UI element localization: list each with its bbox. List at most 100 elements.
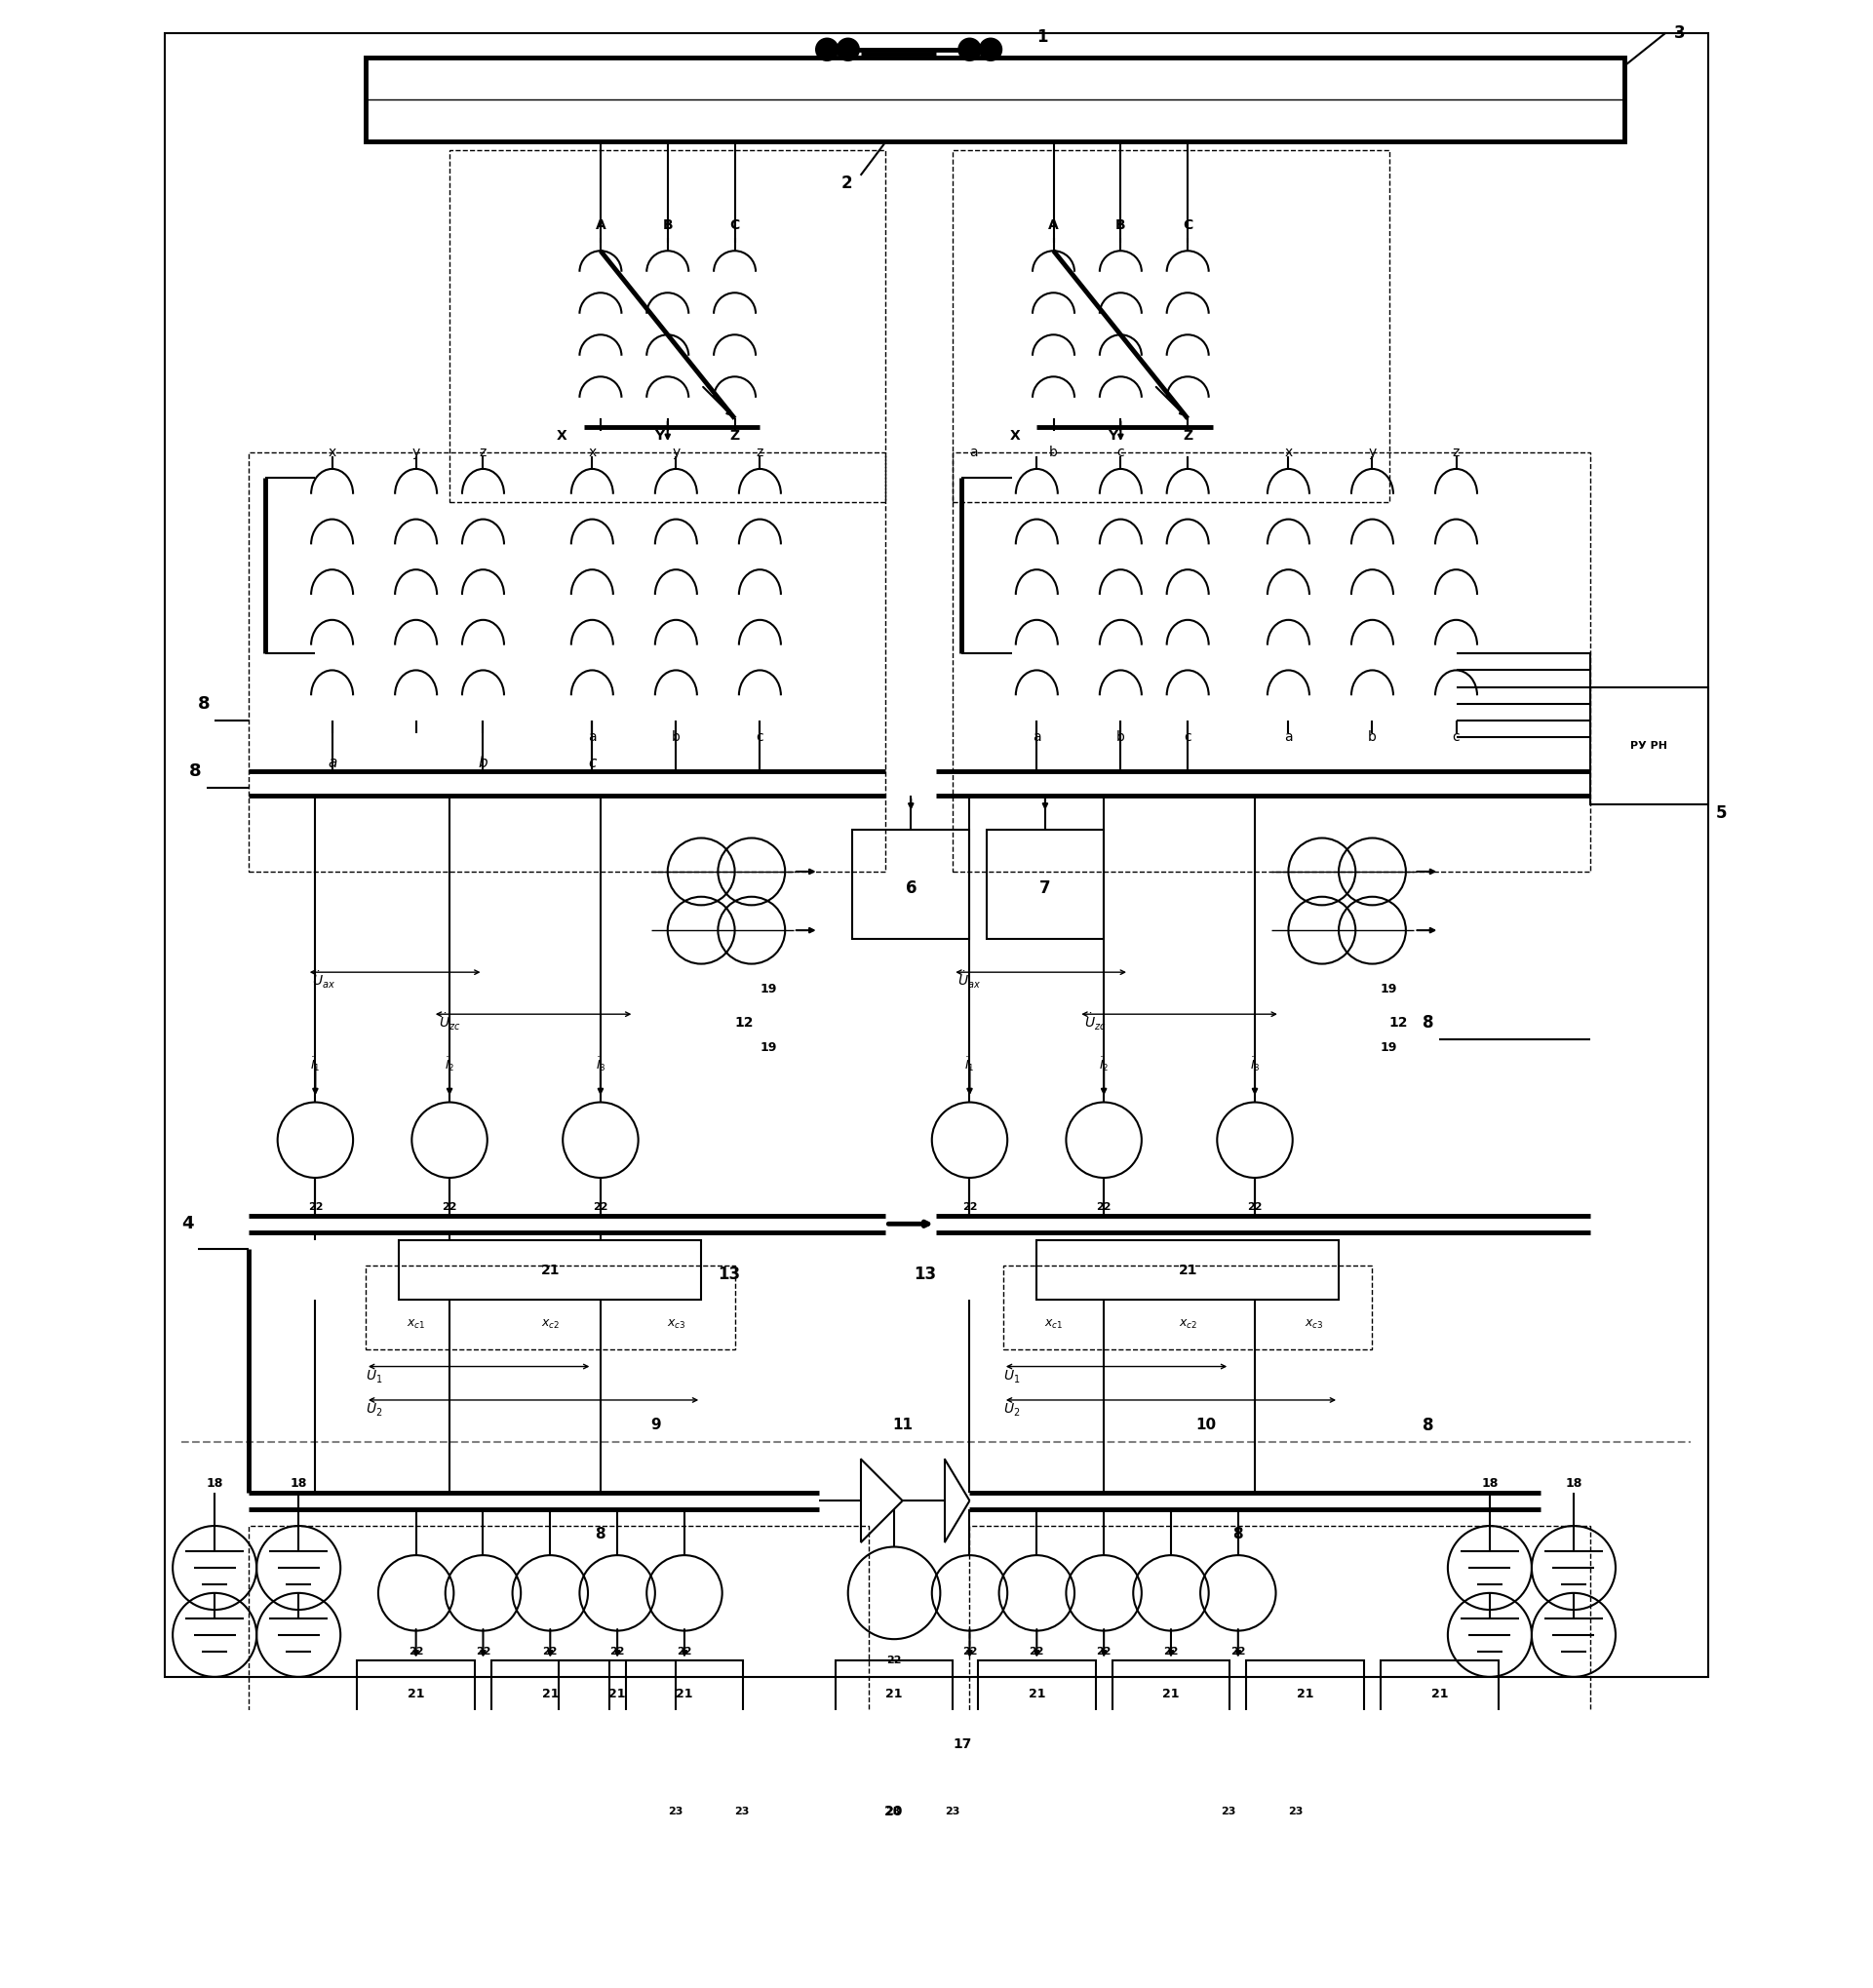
Text: 21: 21 xyxy=(1028,1688,1045,1700)
Bar xyxy=(491,1660,609,1728)
Text: 22: 22 xyxy=(1028,1646,1045,1656)
Text: 22: 22 xyxy=(594,1203,609,1213)
Text: 4: 4 xyxy=(182,1215,193,1233)
Text: 13: 13 xyxy=(717,1266,740,1282)
Text: C: C xyxy=(730,219,740,233)
Text: 22: 22 xyxy=(1096,1203,1111,1213)
Text: 12: 12 xyxy=(1390,1016,1408,1030)
Text: 21: 21 xyxy=(541,1688,558,1700)
Text: $\dot{I}_1$: $\dot{I}_1$ xyxy=(311,1056,320,1074)
Text: 3: 3 xyxy=(1674,24,1686,42)
Text: 22: 22 xyxy=(408,1646,423,1656)
Text: $x_{c2}$: $x_{c2}$ xyxy=(1178,1318,1197,1330)
Circle shape xyxy=(817,38,837,60)
Text: c: c xyxy=(757,730,764,744)
Text: $x_{c1}$: $x_{c1}$ xyxy=(406,1318,425,1330)
Text: 21: 21 xyxy=(676,1688,693,1700)
Text: 8: 8 xyxy=(1423,1415,1435,1433)
Text: 23: 23 xyxy=(667,1807,682,1815)
Bar xyxy=(365,1266,734,1350)
Text: $\dot{U}_1$: $\dot{U}_1$ xyxy=(1004,1364,1021,1386)
Text: C: C xyxy=(1182,219,1193,233)
Bar xyxy=(358,1660,474,1728)
Circle shape xyxy=(980,38,1002,60)
Text: b: b xyxy=(478,755,487,769)
Bar xyxy=(852,829,970,938)
Text: X: X xyxy=(556,429,568,441)
Text: c: c xyxy=(1116,445,1124,459)
Text: 7: 7 xyxy=(1040,879,1051,897)
Text: z: z xyxy=(1453,445,1459,459)
Text: Z: Z xyxy=(1184,429,1193,441)
Bar xyxy=(953,151,1390,503)
Bar xyxy=(558,1660,676,1728)
Text: $\dot{U}_{ax}$: $\dot{U}_{ax}$ xyxy=(957,970,981,990)
Text: $\dot{U}_1$: $\dot{U}_1$ xyxy=(365,1364,382,1386)
Text: $\dot{I}_2$: $\dot{I}_2$ xyxy=(444,1056,455,1074)
Text: z: z xyxy=(479,445,487,459)
Text: 22: 22 xyxy=(476,1646,491,1656)
Bar xyxy=(399,1241,701,1300)
Text: 18: 18 xyxy=(1482,1477,1498,1491)
Text: A: A xyxy=(1049,219,1058,233)
Bar xyxy=(1246,1660,1364,1728)
Text: a: a xyxy=(588,730,596,744)
Text: 22: 22 xyxy=(543,1646,558,1656)
Text: 19: 19 xyxy=(760,982,777,996)
Bar xyxy=(450,151,886,503)
Text: X: X xyxy=(1010,429,1021,441)
Text: 9: 9 xyxy=(650,1417,661,1433)
Text: 23: 23 xyxy=(734,1807,749,1815)
Bar xyxy=(626,1660,744,1728)
Text: 18: 18 xyxy=(206,1477,223,1491)
Text: 2: 2 xyxy=(841,175,852,193)
Text: 22: 22 xyxy=(1096,1646,1111,1656)
Text: $\dot{I}_2$: $\dot{I}_2$ xyxy=(1099,1056,1109,1074)
Bar xyxy=(249,451,886,871)
Bar xyxy=(1004,1266,1373,1350)
Bar xyxy=(835,1660,953,1728)
Text: $\dot{I}_1$: $\dot{I}_1$ xyxy=(965,1056,974,1074)
Text: 1: 1 xyxy=(1038,28,1049,46)
Text: 21: 21 xyxy=(886,1688,903,1700)
Text: 22: 22 xyxy=(1231,1646,1246,1656)
Text: 23: 23 xyxy=(1289,1807,1304,1815)
Text: 8: 8 xyxy=(1423,1014,1435,1032)
Text: y: y xyxy=(412,445,420,459)
Text: 21: 21 xyxy=(1431,1688,1448,1700)
Text: 10: 10 xyxy=(1197,1417,1217,1433)
Text: Y: Y xyxy=(654,429,665,441)
Text: B: B xyxy=(1116,219,1126,233)
Text: 17: 17 xyxy=(953,1738,972,1751)
Text: 22: 22 xyxy=(307,1203,322,1213)
Text: 5: 5 xyxy=(1716,803,1727,821)
Text: 8: 8 xyxy=(199,696,210,712)
Text: b: b xyxy=(1367,730,1377,744)
Bar xyxy=(365,58,1624,141)
Text: 22: 22 xyxy=(886,1656,901,1666)
Bar xyxy=(987,829,1103,938)
Text: РУ РН: РУ РН xyxy=(1631,742,1667,751)
Text: 23: 23 xyxy=(1221,1807,1236,1815)
Text: 13: 13 xyxy=(914,1266,936,1282)
Text: 8: 8 xyxy=(596,1527,605,1541)
Text: a: a xyxy=(1285,730,1292,744)
Text: $\dot{U}_{ax}$: $\dot{U}_{ax}$ xyxy=(313,970,335,990)
Bar xyxy=(1590,688,1708,805)
Text: 22: 22 xyxy=(963,1646,978,1656)
Text: 18: 18 xyxy=(290,1477,307,1491)
Text: $\dot{U}_2$: $\dot{U}_2$ xyxy=(1004,1398,1021,1419)
Text: 23: 23 xyxy=(944,1807,959,1815)
Circle shape xyxy=(959,38,981,60)
Text: 22: 22 xyxy=(442,1203,457,1213)
Text: 20: 20 xyxy=(884,1805,903,1817)
Text: 22: 22 xyxy=(1247,1203,1262,1213)
Text: 8: 8 xyxy=(1232,1527,1244,1541)
Text: $\dot{I}_3$: $\dot{I}_3$ xyxy=(1249,1056,1261,1074)
Text: 18: 18 xyxy=(1566,1477,1583,1491)
Text: $\dot{U}_{zc}$: $\dot{U}_{zc}$ xyxy=(1084,1012,1107,1034)
Text: $x_{c3}$: $x_{c3}$ xyxy=(1304,1318,1322,1330)
Text: 21: 21 xyxy=(609,1688,626,1700)
Text: 12: 12 xyxy=(734,1016,753,1030)
Text: $x_{c2}$: $x_{c2}$ xyxy=(541,1318,560,1330)
